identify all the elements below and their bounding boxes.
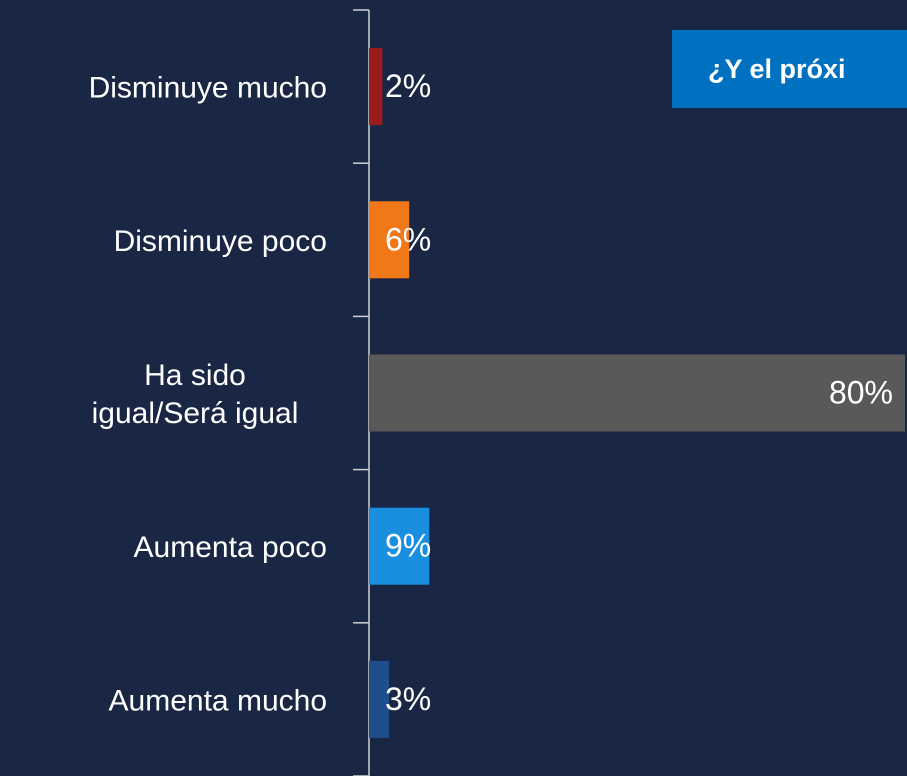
category-label: Disminuye mucho bbox=[89, 72, 327, 105]
bar bbox=[369, 507, 430, 585]
value-label: 3% bbox=[385, 681, 431, 717]
category-label: Disminuye poco bbox=[114, 225, 327, 258]
value-label: 6% bbox=[385, 221, 431, 257]
bar bbox=[369, 354, 905, 432]
value-label: 9% bbox=[385, 528, 431, 564]
value-label: 2% bbox=[385, 68, 431, 104]
category-label: Ha sido igual/Será igual bbox=[92, 359, 299, 430]
annotation: ¿Y el próxi bbox=[708, 54, 846, 84]
value-label: 80% bbox=[829, 374, 893, 410]
bar bbox=[369, 660, 390, 738]
category-label: Aumenta poco bbox=[134, 531, 327, 564]
bar bbox=[369, 201, 410, 279]
category-label: Aumenta mucho bbox=[109, 684, 327, 717]
annotation-box bbox=[672, 30, 907, 108]
bar bbox=[369, 48, 383, 126]
